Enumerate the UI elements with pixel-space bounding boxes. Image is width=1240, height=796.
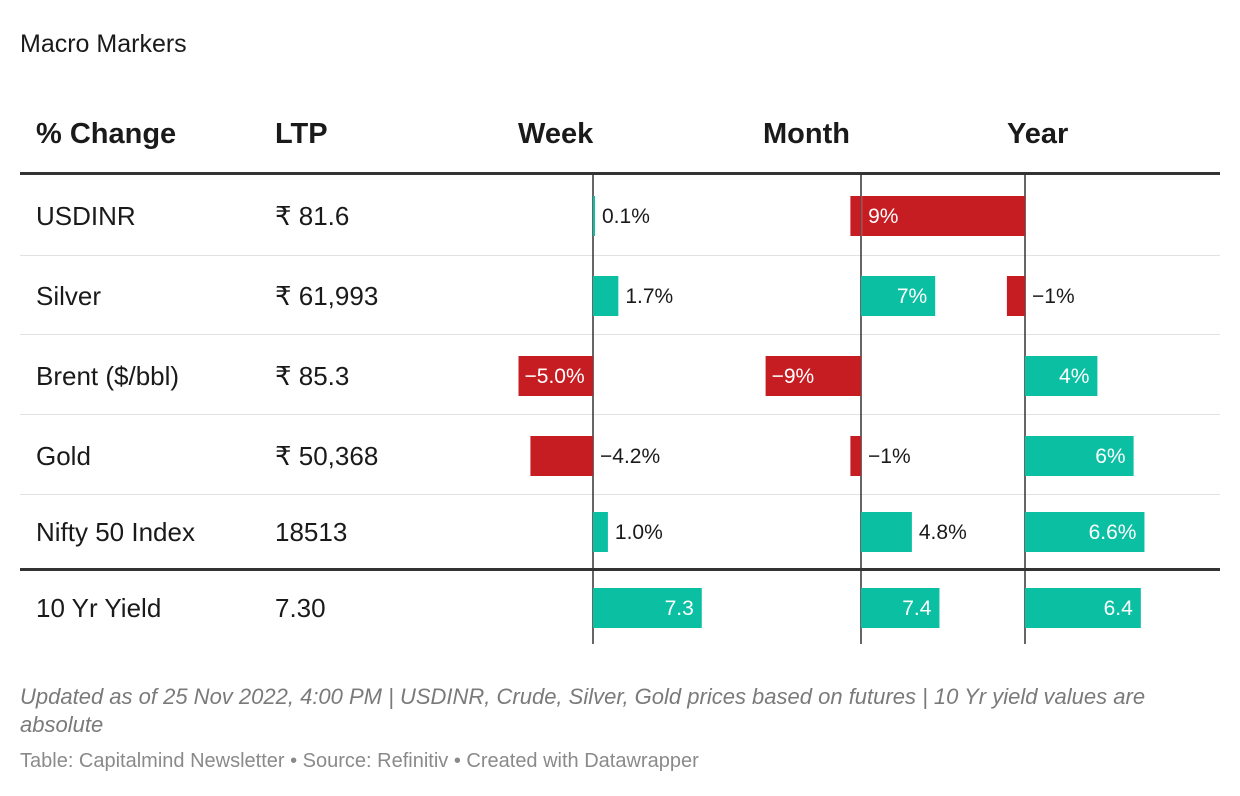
bar-year-5 xyxy=(1025,588,1141,628)
bar-label-week-1: 1.7% xyxy=(625,285,673,308)
bar-year-3 xyxy=(1025,436,1134,476)
row-ltp-brent: ₹ 85.3 xyxy=(275,361,350,391)
bar-label-week-5: 7.3 xyxy=(665,597,694,620)
row-separator xyxy=(20,414,1220,415)
bar-week-2 xyxy=(518,356,593,396)
bar-label-month-1: 7% xyxy=(897,285,927,308)
bar-week-3 xyxy=(530,436,593,476)
header-asset: % Change xyxy=(36,118,177,150)
bar-week-5 xyxy=(593,588,702,628)
row-ltp-nifty: 18513 xyxy=(275,517,348,547)
bar-year-4 xyxy=(1025,512,1145,552)
bar-label-year-5: 6.4 xyxy=(1104,597,1134,620)
bar-week-4 xyxy=(593,512,608,552)
bar-label-year-3: 6% xyxy=(1095,445,1125,468)
bar-year-2 xyxy=(1025,356,1098,396)
row-separator xyxy=(20,334,1220,335)
row-asset-usdinr: USDINR xyxy=(36,201,136,231)
bar-label-year-2: 4% xyxy=(1059,365,1089,388)
bar-year-1 xyxy=(1006,276,1025,316)
row-separator xyxy=(20,494,1220,495)
bar-year-0 xyxy=(862,196,1025,236)
row-asset-yield: 10 Yr Yield xyxy=(36,593,162,623)
header-ltp: LTP xyxy=(275,118,328,150)
row-separator xyxy=(20,255,1220,256)
header-week: Week xyxy=(518,118,594,150)
row-ltp-yield: 7.30 xyxy=(275,593,326,623)
header-rule xyxy=(20,172,1220,175)
row-asset-nifty: Nifty 50 Index xyxy=(36,517,195,547)
header-year: Year xyxy=(1007,118,1069,150)
yield-separator-rule xyxy=(20,568,1220,571)
row-ltp-usdinr: ₹ 81.6 xyxy=(275,201,350,231)
row-asset-gold: Gold xyxy=(36,441,91,471)
bar-label-week-3: −4.2% xyxy=(600,445,660,468)
bar-month-5 xyxy=(861,588,940,628)
bar-week-0 xyxy=(593,196,595,236)
bar-label-month-5: 7.4 xyxy=(902,597,932,620)
row-ltp-gold: ₹ 50,368 xyxy=(275,441,379,471)
row-ltp-silver: ₹ 61,993 xyxy=(275,281,379,311)
bar-month-3 xyxy=(850,436,861,476)
footnote: Updated as of 25 Nov 2022, 4:00 PM | USD… xyxy=(20,684,1146,737)
bar-week-1 xyxy=(593,276,619,316)
bar-label-year-1: −1% xyxy=(1032,285,1075,308)
bar-label-month-2: −9% xyxy=(772,365,815,388)
bar-month-4 xyxy=(861,512,912,552)
row-asset-silver: Silver xyxy=(36,281,102,311)
bar-label-month-4: 4.8% xyxy=(919,521,967,544)
bar-label-week-4: 1.0% xyxy=(615,521,663,544)
chart-title: Macro Markers xyxy=(20,30,187,58)
row-asset-brent: Brent ($/bbl) xyxy=(36,361,180,391)
bar-month-1 xyxy=(861,276,936,316)
header-month: Month xyxy=(763,118,850,150)
bar-label-week-2: −5.0% xyxy=(525,365,585,388)
bar-label-year-0: 9% xyxy=(868,205,898,228)
bar-label-week-0: 0.1% xyxy=(602,205,650,228)
credit-line: Table: Capitalmind Newsletter • Source: … xyxy=(20,750,699,772)
bar-label-month-3: −1% xyxy=(868,445,911,468)
bar-label-year-4: 6.6% xyxy=(1089,521,1137,544)
bar-month-0 xyxy=(850,196,861,236)
bar-month-2 xyxy=(765,356,861,396)
